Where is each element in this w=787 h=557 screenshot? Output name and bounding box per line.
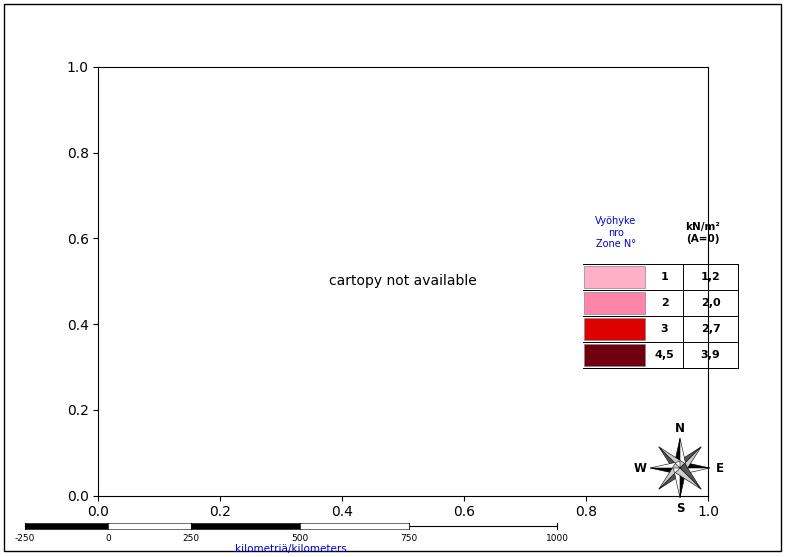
Text: 4,5: 4,5 <box>655 350 674 360</box>
Text: 1,2: 1,2 <box>700 272 720 282</box>
Bar <box>108 523 191 529</box>
Text: 750: 750 <box>401 534 418 543</box>
Polygon shape <box>675 447 701 468</box>
Polygon shape <box>674 468 680 498</box>
Bar <box>300 523 409 529</box>
Text: Vyöhyke
nro
Zone N°: Vyöhyke nro Zone N° <box>596 216 637 249</box>
Polygon shape <box>680 447 701 473</box>
Polygon shape <box>650 468 680 475</box>
Polygon shape <box>680 463 701 489</box>
Bar <box>584 344 645 366</box>
Polygon shape <box>659 447 685 468</box>
Text: N: N <box>675 422 685 434</box>
Text: 250: 250 <box>183 534 200 543</box>
Bar <box>191 523 300 529</box>
Polygon shape <box>659 447 680 473</box>
Text: W: W <box>634 462 646 475</box>
Text: 1: 1 <box>660 272 668 282</box>
Text: 3: 3 <box>661 324 668 334</box>
Text: kN/m²
(A=0): kN/m² (A=0) <box>685 222 720 243</box>
Text: 500: 500 <box>291 534 309 543</box>
Bar <box>584 266 645 288</box>
Text: S: S <box>676 501 684 515</box>
Bar <box>25 523 108 529</box>
Text: kilometriä/kilometers: kilometriä/kilometers <box>235 544 347 554</box>
Polygon shape <box>659 468 685 489</box>
Polygon shape <box>674 438 680 468</box>
Polygon shape <box>675 468 701 489</box>
Polygon shape <box>680 468 710 475</box>
Text: 2,7: 2,7 <box>700 324 720 334</box>
Polygon shape <box>680 468 686 498</box>
Bar <box>584 318 645 340</box>
Text: cartopy not available: cartopy not available <box>330 274 477 289</box>
Polygon shape <box>659 463 680 489</box>
Polygon shape <box>650 461 680 468</box>
Text: -250: -250 <box>15 534 35 543</box>
Text: 2,0: 2,0 <box>700 298 720 308</box>
Polygon shape <box>680 438 686 468</box>
Text: 2: 2 <box>660 298 668 308</box>
Text: 3,9: 3,9 <box>700 350 720 360</box>
Text: E: E <box>716 462 724 475</box>
Polygon shape <box>680 461 710 468</box>
Text: 0: 0 <box>105 534 111 543</box>
Bar <box>584 292 645 314</box>
Text: 1000: 1000 <box>545 534 568 543</box>
